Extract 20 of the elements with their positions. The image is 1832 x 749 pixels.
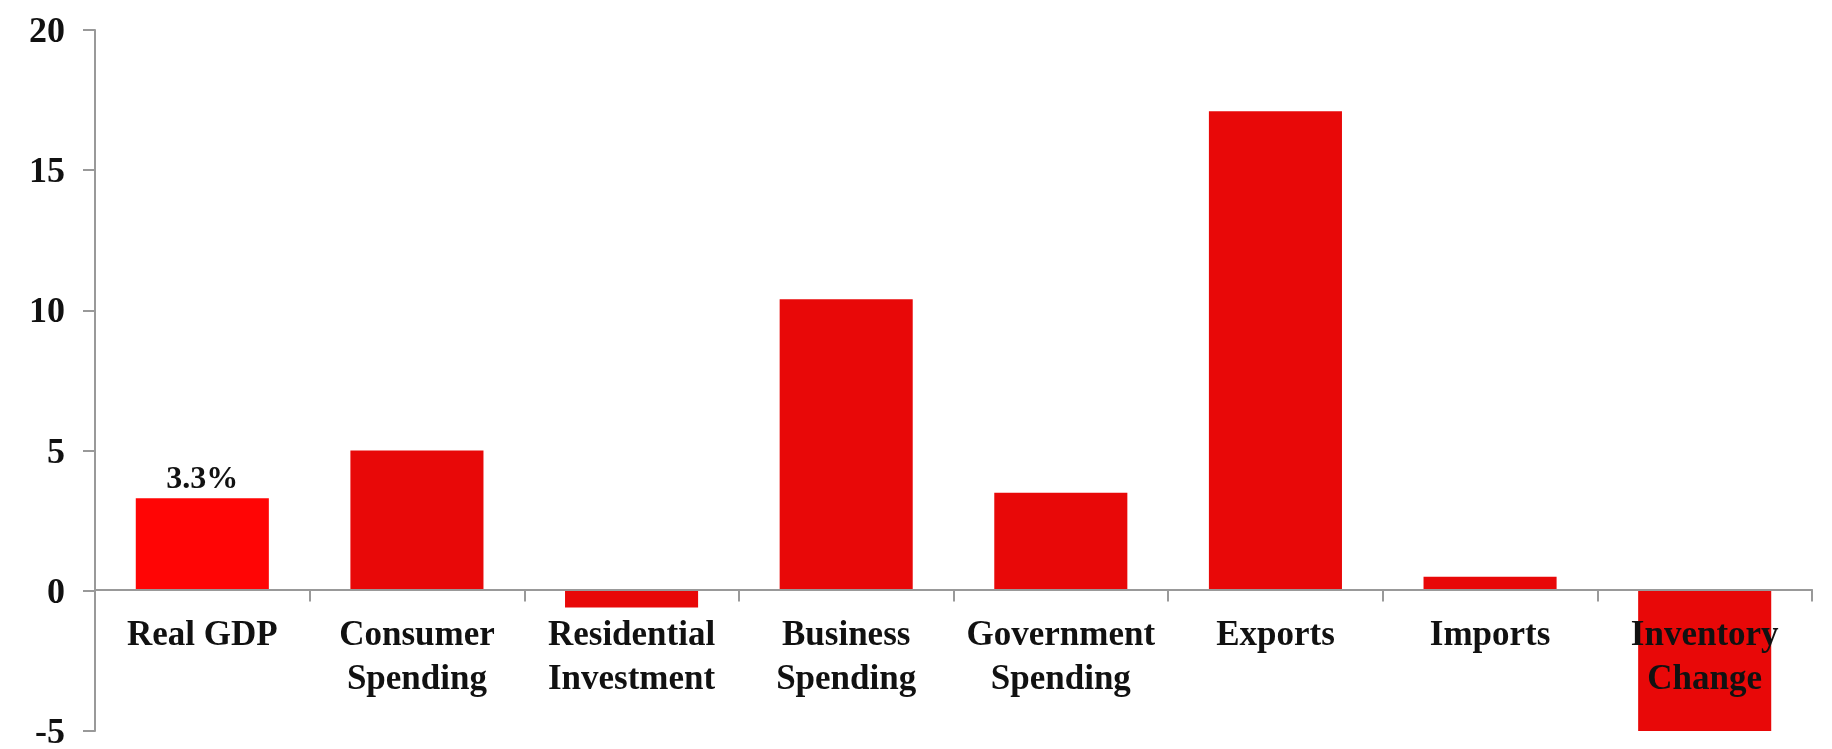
y-tick-label: 20 (29, 10, 65, 50)
x-tick-label: Imports (1429, 614, 1551, 654)
x-tick-label: Residential Investment (547, 614, 716, 698)
x-tick-label: Government Spending (966, 614, 1156, 698)
bar (1208, 111, 1342, 591)
bar (565, 590, 699, 608)
y-tick-label: 0 (47, 570, 65, 611)
y-tick-label: -5 (35, 711, 65, 749)
x-tick-label: Business Spending (776, 614, 917, 698)
bar (135, 498, 269, 591)
y-tick-label: 15 (29, 150, 65, 191)
bar (994, 492, 1128, 591)
y-tick-label: 5 (47, 430, 65, 471)
data-label: 3.3% (166, 459, 239, 496)
x-tick-label: Real GDP (126, 614, 278, 654)
y-tick-label: 10 (29, 290, 65, 331)
bar (779, 299, 913, 591)
x-tick-label: Consumer Spending (339, 614, 495, 698)
bar (350, 450, 484, 591)
x-tick-label: Exports (1216, 614, 1335, 654)
